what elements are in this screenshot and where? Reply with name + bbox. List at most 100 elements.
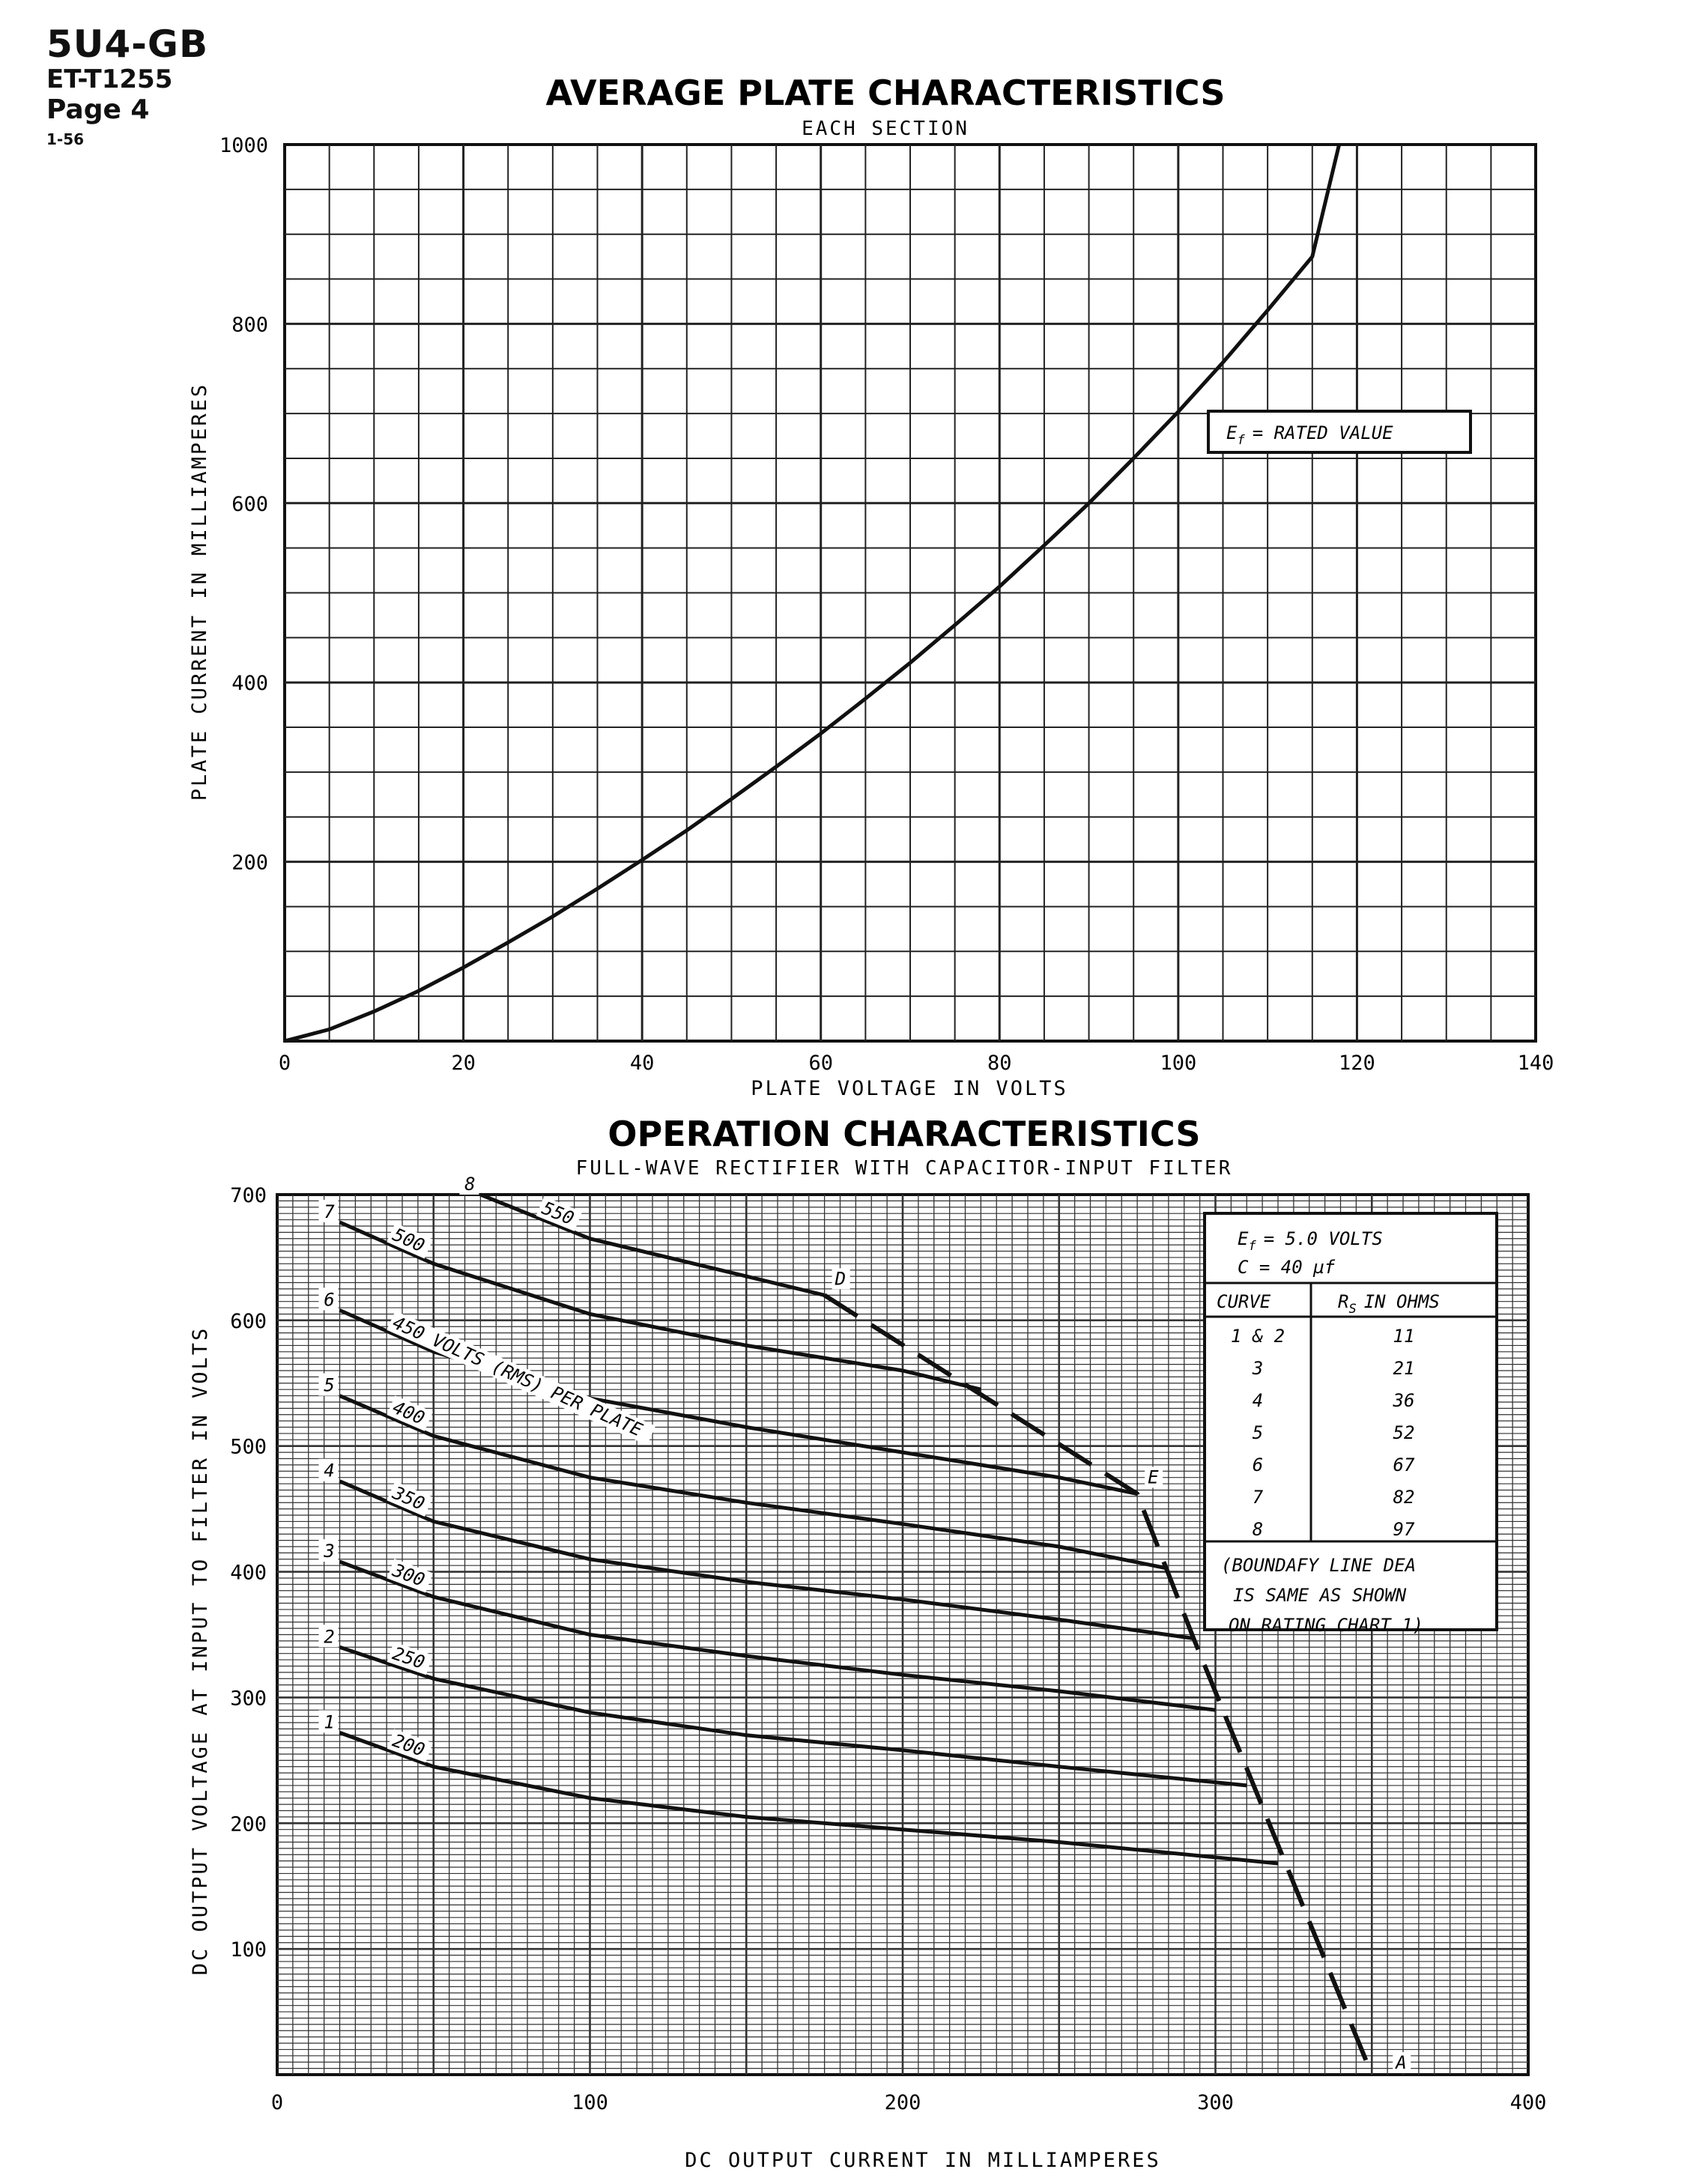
legend-row-curve: 3 [1252, 1358, 1263, 1379]
chart2-series-label: 200 [390, 1730, 427, 1761]
chart2-title: OPERATION CHARACTERISTICS [608, 1114, 1200, 1154]
legend-note-line-3: ON RATING CHART 1) [1229, 1615, 1423, 1636]
legend-row-rs: 52 [1393, 1422, 1415, 1443]
legend-col-rs-text: IN OHMS [1364, 1291, 1440, 1312]
chart2-x-tick-label: 400 [1510, 2091, 1547, 2114]
chart2-y-tick-label: 700 [230, 1184, 267, 1207]
chart1-x-tick-label: 80 [987, 1052, 1012, 1075]
chart1-y-tick-label: 200 [231, 852, 268, 875]
legend-col-rs-subscript: S [1348, 1302, 1356, 1317]
legend-row-rs: 67 [1393, 1455, 1415, 1475]
chart1-grid [283, 143, 1537, 1043]
legend-note-line-1: (BOUNDAFY LINE DEA [1221, 1555, 1416, 1576]
chart1-y-tick-label: 600 [231, 493, 268, 516]
chart1-y-axis-label: PLATE CURRENT IN MILLIAMPERES [188, 383, 211, 801]
legend-ef-symbol: E [1238, 1228, 1249, 1249]
chart2-x-tick-label: 300 [1197, 2091, 1234, 2114]
legend-col-curve: CURVE [1217, 1291, 1271, 1312]
page-number: Page 4 [46, 94, 150, 125]
legend-row-curve: 5 [1253, 1422, 1263, 1443]
legend-row-curve: 7 [1253, 1487, 1264, 1508]
chart2-x-tick-label: 200 [885, 2091, 921, 2114]
chart1-title: AVERAGE PLATE CHARACTERISTICS [546, 73, 1226, 113]
chart1-series [284, 144, 1342, 1043]
chart2-boundary-point-label: E [1148, 1467, 1159, 1488]
chart2-y-tick-label: 100 [230, 1938, 267, 1962]
chart2-boundary-point-label: A [1394, 2052, 1406, 2073]
chart1-annotation-text: = RATED VALUE [1253, 422, 1393, 443]
svg-text:Ef= RATED VALUE: Ef = RATED VALUE [1226, 422, 1393, 448]
chart1-x-tick-label: 0 [279, 1052, 291, 1075]
chart1-annotation-symbol: E [1226, 422, 1238, 443]
chart1-y-tick-label: 1000 [219, 134, 268, 157]
svg-text:Ef= 5.0 VOLTS: Ef = 5.0 VOLTS [1238, 1228, 1383, 1254]
chart1-plate-curve [284, 144, 1342, 1043]
legend-note-line-2: IS SAME AS SHOWN [1233, 1585, 1407, 1606]
chart2-ticks: 0 100 200 300 400 100 200 300 400 500 600 700 [230, 1184, 1546, 2114]
legend-row-rs: 82 [1393, 1487, 1415, 1508]
chart2-curve-number: 8 [464, 1174, 475, 1195]
chart2-curve-number: 4 [324, 1460, 334, 1481]
legend-ef-subscript: f [1248, 1239, 1256, 1254]
chart2-curve-1 [339, 1731, 1279, 1866]
chart1-x-tick-label: 60 [808, 1052, 833, 1075]
legend-row-curve: 8 [1253, 1519, 1263, 1540]
chart1-x-tick-label: 100 [1160, 1052, 1196, 1075]
legend-row-curve: 1 & 2 [1231, 1326, 1285, 1347]
chart1-x-tick-label: 140 [1518, 1052, 1554, 1075]
chart2-legend: Ef = 5.0 VOLTS C = 40 µf CURVE RS IN OHMS … [1203, 1212, 1498, 1636]
chart2-curve-number: 5 [324, 1375, 334, 1396]
chart2-y-tick-label: 500 [230, 1436, 267, 1459]
chart2-subtitle: FULL-WAVE RECTIFIER WITH CAPACITOR-INPUT… [576, 1157, 1233, 1180]
chart1-annotation-box: Ef = RATED VALUE [1207, 410, 1472, 454]
chart2-x-tick-label: 100 [572, 2091, 608, 2114]
chart2-boundary-line [823, 1293, 1375, 2076]
chart2-curve-3 [339, 1559, 1216, 1712]
chart2-curve-number: 3 [323, 1541, 334, 1562]
legend-row-curve: 6 [1253, 1455, 1263, 1475]
legend-row-curve: 4 [1253, 1390, 1263, 1411]
chart2-y-tick-label: 400 [230, 1562, 267, 1585]
chart2-curve-number: 7 [324, 1201, 335, 1222]
chart1-y-tick-label: 800 [231, 313, 268, 336]
chart1-subtitle: EACH SECTION [802, 118, 969, 140]
chart2-x-axis-label: DC OUTPUT CURRENT IN MILLIAMPERES [685, 2149, 1160, 2172]
chart2-curve-8 [479, 1192, 826, 1297]
chart2-boundary-point-label: D [835, 1268, 846, 1289]
legend-col-rs-symbol: R [1338, 1291, 1348, 1312]
chart2-boundary: D E A [823, 1268, 1411, 2076]
chart2-x-tick-label: 0 [271, 2091, 283, 2114]
chart1-x-tick-label: 20 [451, 1052, 476, 1075]
chart2-curve-4 [339, 1479, 1194, 1640]
chart2-y-tick-label: 600 [230, 1310, 267, 1333]
document-number: ET-T1255 [46, 64, 173, 94]
chart1-x-axis-label: PLATE VOLTAGE IN VOLTS [751, 1077, 1068, 1100]
legend-capacitance: C = 40 µf [1238, 1257, 1336, 1278]
part-number: 5U4-GB [46, 22, 209, 66]
legend-ef-text: = 5.0 VOLTS [1264, 1228, 1383, 1249]
legend-row-rs: 11 [1393, 1326, 1415, 1347]
chart1-y-tick-label: 400 [231, 672, 268, 695]
chart2-y-tick-label: 300 [230, 1687, 267, 1710]
chart1-annotation-subscript: f [1237, 433, 1245, 448]
chart2-curve-5 [339, 1394, 1166, 1570]
chart1-x-tick-label: 40 [630, 1052, 655, 1075]
chart2-y-axis-label: DC OUTPUT VOLTAGE AT INPUT TO FILTER IN … [189, 1326, 212, 1976]
revision-date: 1-56 [46, 130, 85, 148]
chart2-curve-number: 6 [324, 1289, 334, 1310]
chart1-x-tick-label: 120 [1339, 1052, 1375, 1075]
legend-row-rs: 21 [1393, 1358, 1415, 1379]
chart2-curve-2 [339, 1645, 1247, 1788]
chart2-y-tick-label: 200 [230, 1813, 267, 1836]
chart2-curve-number: 1 [324, 1711, 334, 1732]
legend-row-rs: 36 [1393, 1390, 1415, 1411]
chart2-curve-number: 2 [324, 1626, 334, 1647]
chart1-ticks: 0 20 40 60 80 100 120 140 200 400 600 800 1000 [219, 134, 1554, 1075]
legend-row-rs: 97 [1393, 1519, 1415, 1540]
chart2-curve-6 [339, 1308, 1138, 1496]
chart2-curve-7 [339, 1220, 981, 1392]
chart2-series-label: 300 [389, 1559, 427, 1591]
